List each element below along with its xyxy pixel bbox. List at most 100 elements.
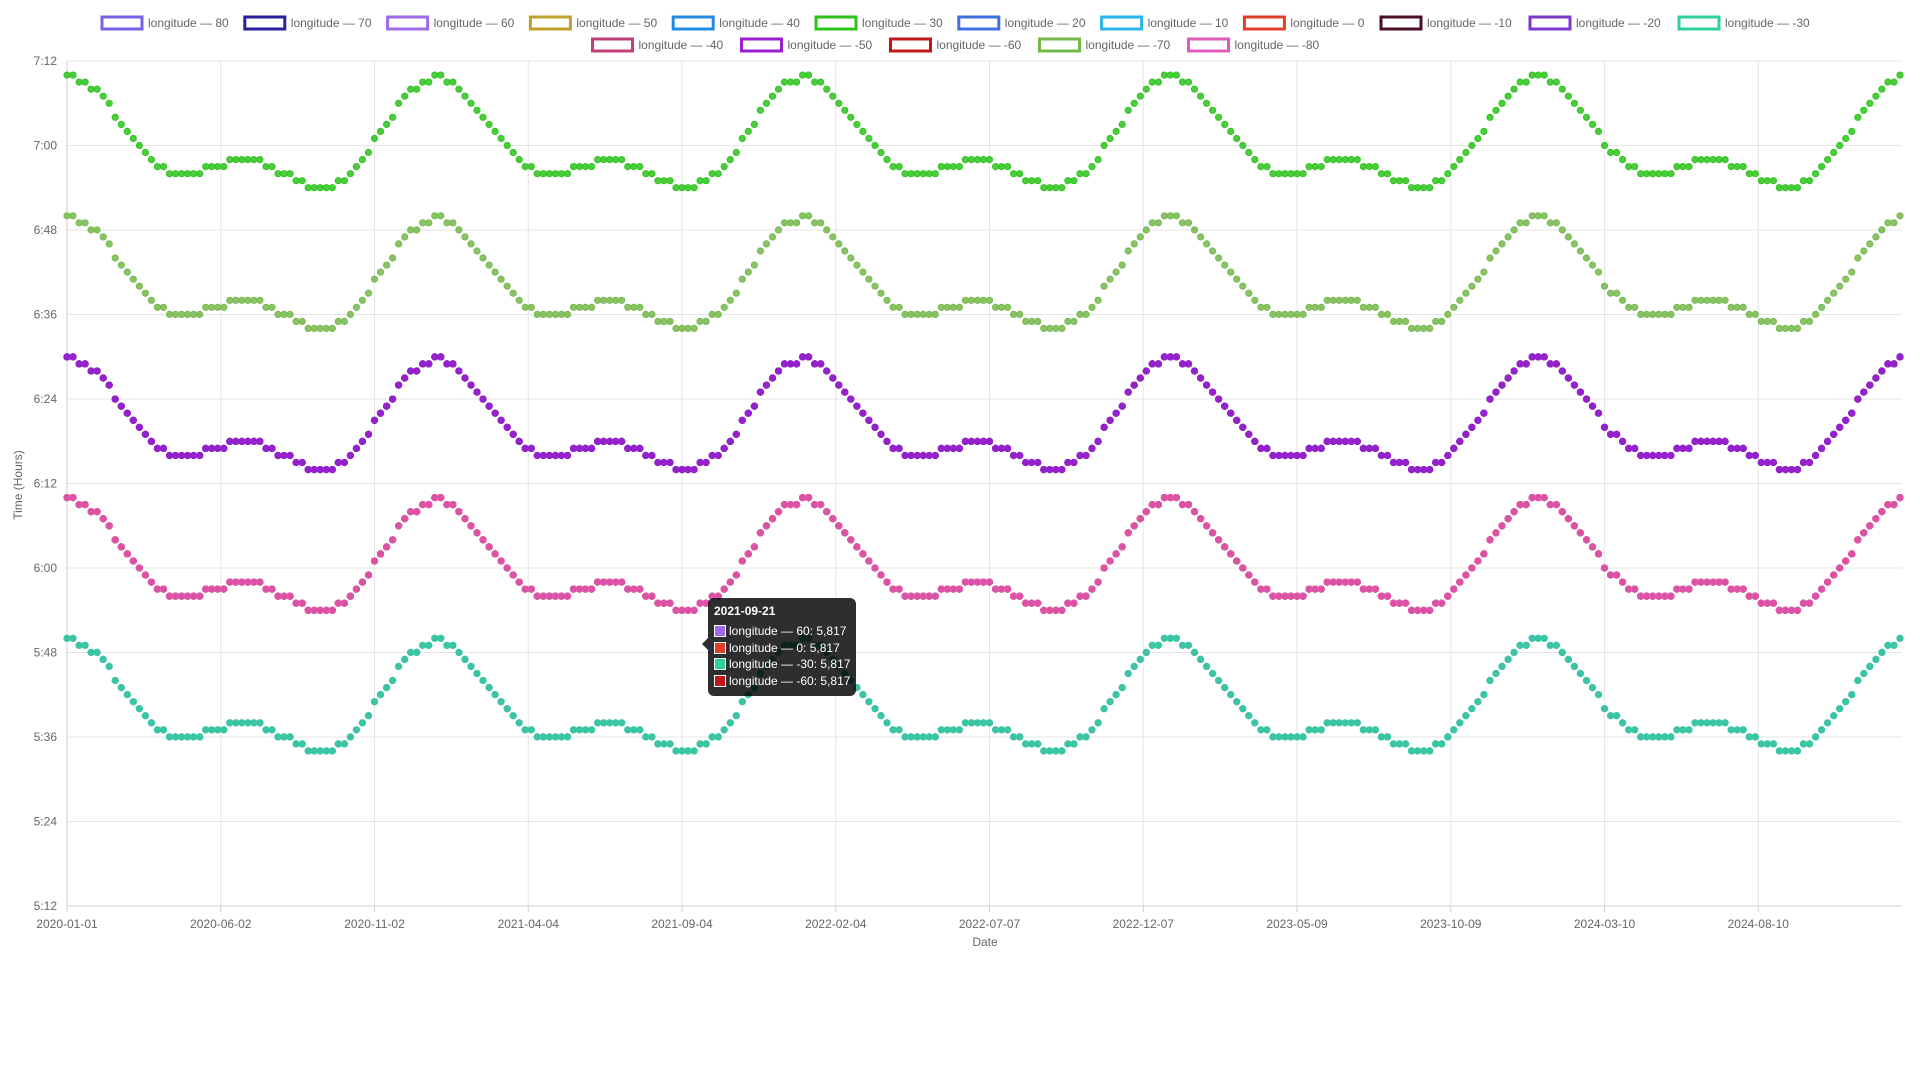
data-point[interactable] xyxy=(1600,705,1609,713)
data-point[interactable] xyxy=(672,184,680,192)
data-point[interactable] xyxy=(328,465,336,474)
data-point[interactable] xyxy=(407,367,415,375)
data-point[interactable] xyxy=(1745,310,1753,318)
data-point[interactable] xyxy=(214,726,222,734)
data-point[interactable] xyxy=(1504,655,1512,664)
data-point[interactable] xyxy=(955,585,964,593)
data-point[interactable] xyxy=(503,705,511,713)
data-point[interactable] xyxy=(1341,296,1349,304)
data-point[interactable] xyxy=(1408,184,1416,192)
data-point[interactable] xyxy=(1763,599,1771,607)
data-point[interactable] xyxy=(1064,599,1072,607)
data-point[interactable] xyxy=(1438,317,1446,325)
data-point[interactable] xyxy=(907,310,915,318)
data-point[interactable] xyxy=(1691,296,1699,304)
data-point[interactable] xyxy=(1263,303,1271,311)
data-point[interactable] xyxy=(1854,395,1862,403)
data-point[interactable] xyxy=(521,303,529,311)
data-point[interactable] xyxy=(1896,493,1904,502)
legend-item[interactable]: longitude — -60 xyxy=(889,37,1022,53)
data-point[interactable] xyxy=(280,310,288,318)
data-point[interactable] xyxy=(1172,71,1181,79)
data-point[interactable] xyxy=(280,592,288,600)
data-point[interactable] xyxy=(1148,360,1156,368)
data-point[interactable] xyxy=(768,233,777,241)
data-point[interactable] xyxy=(1727,585,1735,593)
data-point[interactable] xyxy=(786,360,795,368)
data-point[interactable] xyxy=(1281,592,1289,600)
data-point[interactable] xyxy=(280,170,288,178)
data-point[interactable] xyxy=(352,444,360,452)
data-point[interactable] xyxy=(1124,247,1132,255)
data-point[interactable] xyxy=(1444,592,1452,600)
data-point[interactable] xyxy=(1335,578,1343,586)
data-point[interactable] xyxy=(413,367,421,375)
data-point[interactable] xyxy=(684,184,692,192)
data-point[interactable] xyxy=(835,381,843,389)
data-point[interactable] xyxy=(1172,493,1181,502)
data-point[interactable] xyxy=(678,606,686,614)
data-point[interactable] xyxy=(1136,655,1144,664)
data-point[interactable] xyxy=(919,170,927,178)
data-point[interactable] xyxy=(1100,705,1108,713)
data-point[interactable] xyxy=(1233,416,1241,424)
data-point[interactable] xyxy=(364,430,373,438)
data-point[interactable] xyxy=(449,78,457,86)
data-point[interactable] xyxy=(1106,416,1114,424)
data-point[interactable] xyxy=(196,592,204,600)
data-point[interactable] xyxy=(135,705,143,713)
data-point[interactable] xyxy=(340,740,348,748)
data-point[interactable] xyxy=(1679,163,1687,171)
data-point[interactable] xyxy=(919,733,927,741)
data-point[interactable] xyxy=(1763,177,1771,185)
data-point[interactable] xyxy=(328,606,336,614)
data-point[interactable] xyxy=(606,296,614,304)
data-point[interactable] xyxy=(1600,282,1609,290)
data-point[interactable] xyxy=(907,170,915,178)
data-point[interactable] xyxy=(732,289,740,297)
data-point[interactable] xyxy=(587,303,596,311)
data-point[interactable] xyxy=(1860,669,1868,678)
data-point[interactable] xyxy=(1347,719,1355,727)
data-point[interactable] xyxy=(539,733,547,741)
data-point[interactable] xyxy=(497,134,505,143)
data-point[interactable] xyxy=(123,409,131,417)
data-point[interactable] xyxy=(1221,261,1229,269)
data-point[interactable] xyxy=(1106,698,1114,706)
data-point[interactable] xyxy=(1215,676,1223,685)
data-point[interactable] xyxy=(1016,451,1024,460)
data-point[interactable] xyxy=(178,451,186,460)
data-point[interactable] xyxy=(87,367,95,375)
data-point[interactable] xyxy=(1763,740,1771,748)
data-point[interactable] xyxy=(1824,578,1832,586)
data-point[interactable] xyxy=(1076,451,1084,460)
data-point[interactable] xyxy=(1389,599,1398,607)
data-point[interactable] xyxy=(461,655,469,664)
data-point[interactable] xyxy=(1462,712,1470,720)
data-point[interactable] xyxy=(678,324,686,332)
data-point[interactable] xyxy=(1034,317,1042,325)
data-point[interactable] xyxy=(117,402,125,410)
data-point[interactable] xyxy=(877,571,885,579)
data-point[interactable] xyxy=(587,444,596,452)
data-point[interactable] xyxy=(1408,747,1416,755)
data-point[interactable] xyxy=(823,508,831,516)
data-point[interactable] xyxy=(563,451,572,460)
data-point[interactable] xyxy=(1003,444,1012,452)
data-point[interactable] xyxy=(292,599,300,607)
data-point[interactable] xyxy=(738,557,746,565)
data-point[interactable] xyxy=(1769,458,1778,467)
data-point[interactable] xyxy=(1697,296,1705,304)
data-point[interactable] xyxy=(1480,690,1488,699)
data-point[interactable] xyxy=(871,564,879,572)
data-point[interactable] xyxy=(708,170,716,178)
data-point[interactable] xyxy=(1058,465,1066,474)
data-point[interactable] xyxy=(714,170,722,178)
data-point[interactable] xyxy=(1878,85,1886,93)
data-point[interactable] xyxy=(1456,296,1464,304)
data-point[interactable] xyxy=(1184,500,1193,509)
data-point[interactable] xyxy=(587,585,596,593)
data-point[interactable] xyxy=(1293,592,1301,600)
data-point[interactable] xyxy=(1197,233,1205,241)
data-point[interactable] xyxy=(1136,374,1144,382)
